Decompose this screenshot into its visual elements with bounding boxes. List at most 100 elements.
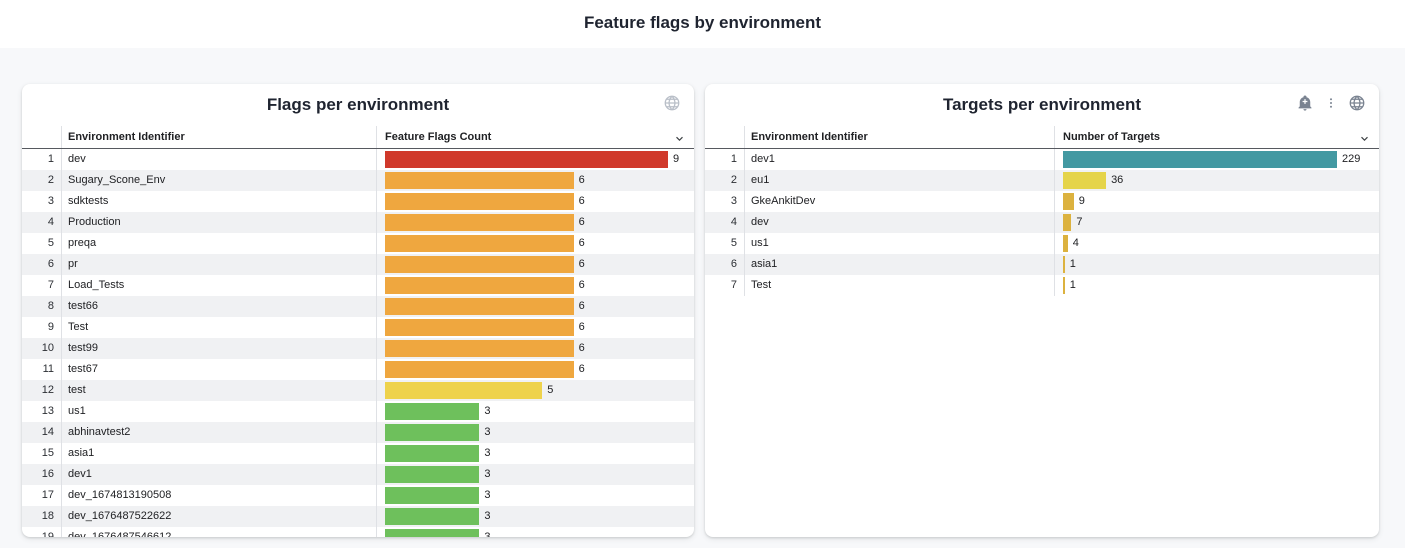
table-row[interactable]: 7 Test 1: [705, 275, 1379, 296]
row-rank: 3: [705, 191, 745, 212]
row-environment: dev_1676487546612: [62, 527, 377, 537]
rank-column-header: [22, 126, 62, 148]
chevron-down-icon[interactable]: [1358, 131, 1371, 144]
panel-targets-per-environment: Targets per environment Environment Iden…: [705, 84, 1379, 537]
bar: [385, 340, 574, 357]
table-row[interactable]: 15 asia1 3: [22, 443, 694, 464]
kebab-menu-icon[interactable]: [1325, 94, 1337, 112]
bar-value: 1: [1069, 279, 1076, 291]
row-bar-cell: 6: [377, 317, 694, 338]
row-environment: Load_Tests: [62, 275, 377, 296]
panel-title: Flags per environment: [266, 95, 450, 114]
table-row[interactable]: 6 pr 6: [22, 254, 694, 275]
table-row[interactable]: 6 asia1 1: [705, 254, 1379, 275]
chevron-down-icon[interactable]: [673, 131, 686, 144]
environment-column-header[interactable]: Environment Identifier: [745, 126, 1055, 148]
bar: [385, 529, 480, 537]
table-row[interactable]: 3 sdktests 6: [22, 191, 694, 212]
bar-value: 3: [484, 531, 491, 537]
row-bar-cell: 6: [377, 233, 694, 254]
row-environment: eu1: [745, 170, 1055, 191]
row-rank: 8: [22, 296, 62, 317]
globe-icon[interactable]: [1348, 94, 1366, 112]
row-bar-cell: 6: [377, 212, 694, 233]
row-environment: preqa: [62, 233, 377, 254]
row-environment: abhinavtest2: [62, 422, 377, 443]
row-bar-cell: 6: [377, 254, 694, 275]
row-bar-cell: 1: [1055, 254, 1379, 275]
row-rank: 3: [22, 191, 62, 212]
bar-value: 9: [1078, 195, 1085, 207]
table-row[interactable]: 10 test99 6: [22, 338, 694, 359]
bar: [1063, 172, 1107, 189]
globe-icon[interactable]: [663, 94, 681, 112]
row-environment: test66: [62, 296, 377, 317]
row-environment: dev: [62, 149, 377, 170]
table-row[interactable]: 1 dev 9: [22, 149, 694, 170]
alert-bell-plus-icon[interactable]: [1296, 94, 1314, 112]
row-environment: Test: [745, 275, 1055, 296]
row-rank: 5: [22, 233, 62, 254]
rank-column-header: [705, 126, 745, 148]
table-row[interactable]: 7 Load_Tests 6: [22, 275, 694, 296]
row-bar-cell: 3: [377, 464, 694, 485]
table-row[interactable]: 4 dev 7: [705, 212, 1379, 233]
metric-column-header[interactable]: Number of Targets: [1055, 126, 1379, 148]
bar-value: 3: [484, 489, 491, 501]
table-row[interactable]: 9 Test 6: [22, 317, 694, 338]
bar-value: 9: [673, 153, 680, 165]
table-row[interactable]: 1 dev1 229: [705, 149, 1379, 170]
bar-value: 6: [578, 174, 585, 186]
row-bar-cell: 3: [377, 401, 694, 422]
table-row[interactable]: 16 dev1 3: [22, 464, 694, 485]
table-row[interactable]: 19 dev_1676487546612 3: [22, 527, 694, 537]
row-rank: 5: [705, 233, 745, 254]
table-row[interactable]: 4 Production 6: [22, 212, 694, 233]
table-header-row: Environment Identifier Feature Flags Cou…: [22, 126, 694, 149]
report-header-bar: [0, 0, 1405, 48]
bar-value: 6: [578, 195, 585, 207]
row-bar-cell: 7: [1055, 212, 1379, 233]
row-rank: 10: [22, 338, 62, 359]
table-row[interactable]: 5 preqa 6: [22, 233, 694, 254]
bar: [385, 298, 574, 315]
table-row[interactable]: 18 dev_1676487522622 3: [22, 506, 694, 527]
bar-value: 3: [484, 510, 491, 522]
row-bar-cell: 36: [1055, 170, 1379, 191]
row-rank: 15: [22, 443, 62, 464]
bar-value: 3: [484, 468, 491, 480]
row-environment: test99: [62, 338, 377, 359]
table-body: 1 dev1 229 2 eu1 36 3 GkeAnkitDev 9 4 dev 7 5 us1 4 6 as…: [705, 149, 1379, 537]
table-row[interactable]: 14 abhinavtest2 3: [22, 422, 694, 443]
bar: [385, 235, 574, 252]
bar: [1063, 277, 1065, 294]
row-rank: 6: [705, 254, 745, 275]
table-row[interactable]: 3 GkeAnkitDev 9: [705, 191, 1379, 212]
row-bar-cell: 3: [377, 443, 694, 464]
row-environment: us1: [745, 233, 1055, 254]
bar: [385, 193, 574, 210]
environment-column-header[interactable]: Environment Identifier: [62, 126, 377, 148]
table-row[interactable]: 13 us1 3: [22, 401, 694, 422]
table-row[interactable]: 8 test66 6: [22, 296, 694, 317]
table-row[interactable]: 17 dev_1674813190508 3: [22, 485, 694, 506]
row-environment: pr: [62, 254, 377, 275]
row-rank: 13: [22, 401, 62, 422]
row-rank: 1: [705, 149, 745, 170]
table-row[interactable]: 11 test67 6: [22, 359, 694, 380]
bar: [385, 508, 480, 525]
metric-column-header[interactable]: Feature Flags Count: [377, 126, 694, 148]
row-rank: 7: [705, 275, 745, 296]
table-row[interactable]: 12 test 5: [22, 380, 694, 401]
row-bar-cell: 3: [377, 422, 694, 443]
row-environment: dev1: [62, 464, 377, 485]
bar: [385, 319, 574, 336]
bar-value: 6: [578, 258, 585, 270]
table-row[interactable]: 2 Sugary_Scone_Env 6: [22, 170, 694, 191]
table-row[interactable]: 2 eu1 36: [705, 170, 1379, 191]
row-bar-cell: 6: [377, 170, 694, 191]
row-rank: 16: [22, 464, 62, 485]
row-bar-cell: 1: [1055, 275, 1379, 296]
table-row[interactable]: 5 us1 4: [705, 233, 1379, 254]
row-environment: test67: [62, 359, 377, 380]
